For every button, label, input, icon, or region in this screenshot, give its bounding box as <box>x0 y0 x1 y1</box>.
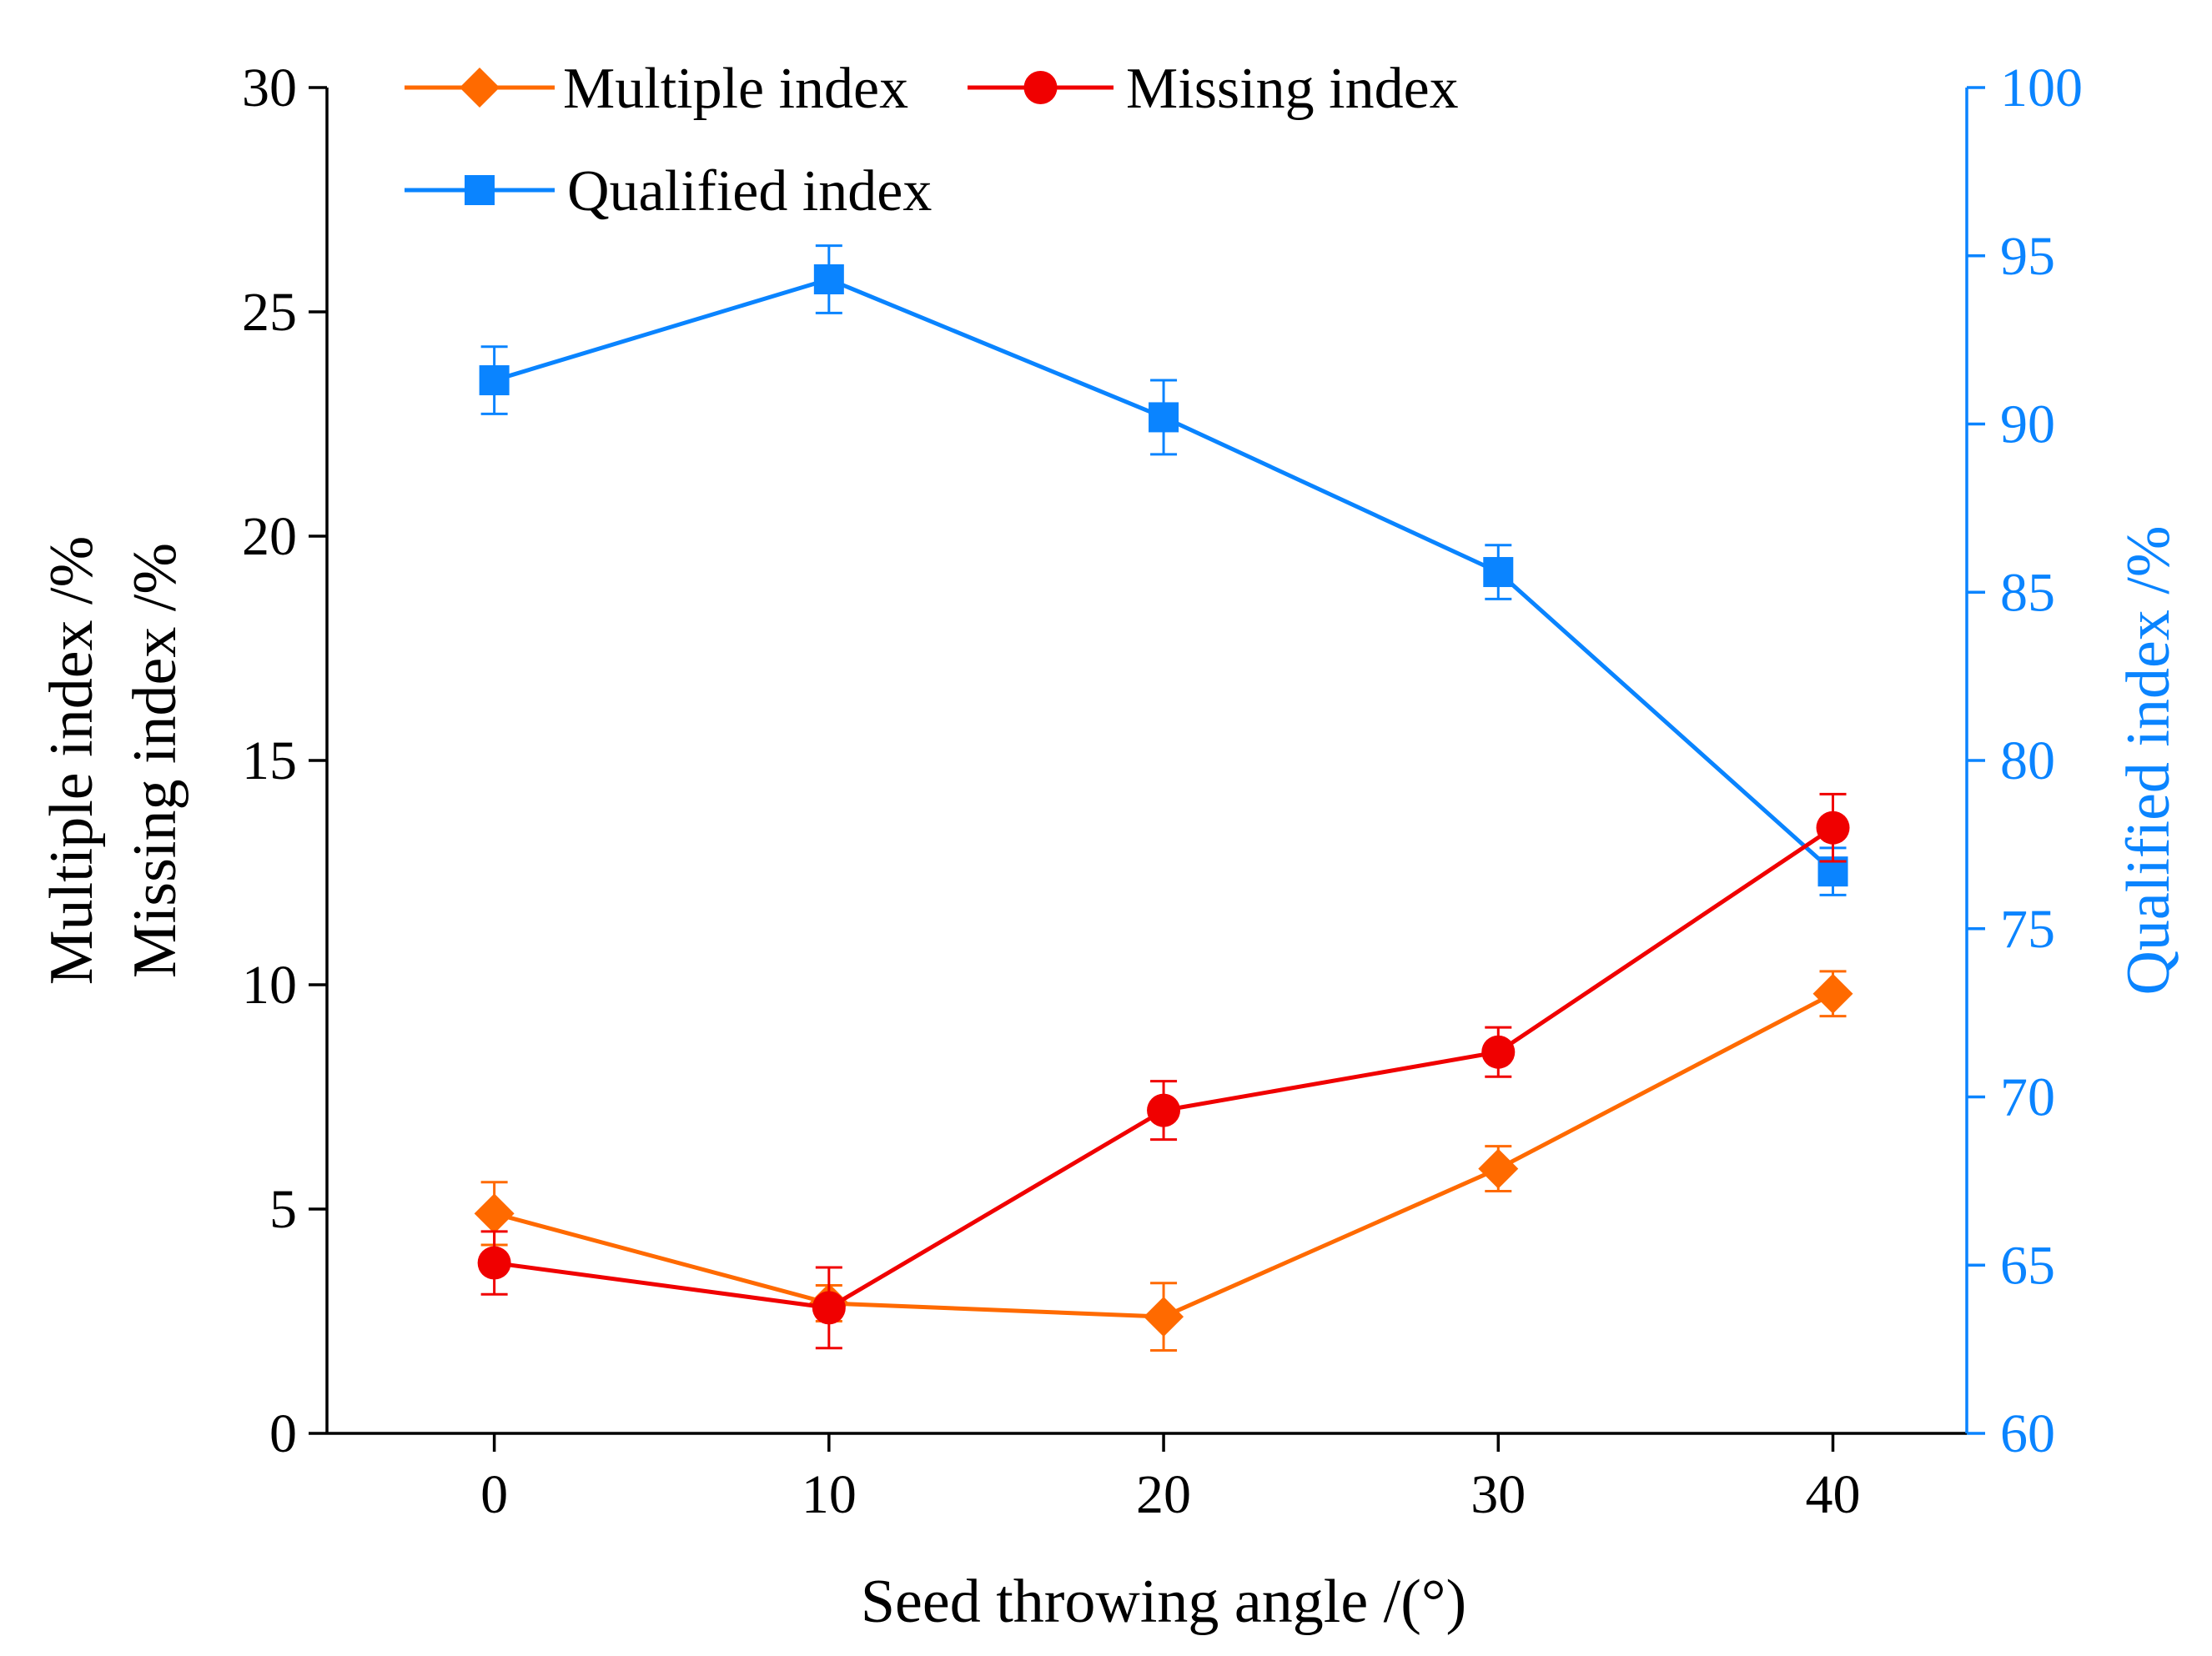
x-tick-label: 0 <box>480 1464 508 1525</box>
x-axis-title: Seed throwing angle /(°) <box>861 1568 1466 1636</box>
series-qualified-index <box>479 244 1848 896</box>
legend-label: Multiple index <box>563 57 908 121</box>
y-axis-title-left-line: Missing index /% <box>121 543 189 978</box>
series-line <box>494 825 1834 1310</box>
legend-label: Qualified index <box>567 159 932 223</box>
x-tick-label: 10 <box>802 1464 857 1525</box>
series-line <box>493 277 1835 874</box>
series-line <box>493 991 1834 1319</box>
data-point <box>1483 557 1514 588</box>
y-tick-label-right: 90 <box>2000 394 2055 455</box>
series-missing-index <box>477 792 1850 1350</box>
data-point <box>1812 973 1853 1014</box>
data-point <box>474 1193 515 1234</box>
data-point <box>812 1291 846 1325</box>
data-point <box>1147 1093 1181 1127</box>
y-tick-label-left: 5 <box>269 1179 297 1240</box>
data-point <box>1478 1148 1519 1189</box>
y-tick-label-left: 15 <box>242 730 297 791</box>
legend-item: Missing index <box>968 57 1459 121</box>
data-point <box>1144 1297 1184 1337</box>
y-tick-label-left: 25 <box>242 282 297 343</box>
series-multiple-index <box>474 970 1853 1352</box>
data-point <box>813 263 844 294</box>
x-tick-label: 30 <box>1470 1464 1526 1525</box>
y-tick-label-right: 70 <box>2000 1067 2055 1128</box>
y-tick-label-right: 95 <box>2000 226 2055 287</box>
x-tick-label: 40 <box>1806 1464 1861 1525</box>
data-point <box>1149 402 1179 433</box>
legend-marker <box>465 175 495 205</box>
y-axis-title-right: Qualified index /% <box>2114 525 2183 995</box>
y-tick-label-right: 100 <box>2000 58 2083 118</box>
data-point <box>1481 1035 1516 1069</box>
data-point <box>477 1246 511 1280</box>
y-tick-label-left: 20 <box>242 506 297 567</box>
y-tick-label-left: 30 <box>242 58 297 118</box>
series-layer <box>474 244 1853 1352</box>
y-tick-label-right: 85 <box>2000 562 2055 623</box>
y-tick-label-left: 10 <box>242 955 297 1016</box>
legend-item: Multiple index <box>405 57 908 121</box>
y-tick-label-right: 80 <box>2000 730 2055 791</box>
legend: Multiple index Missing index Qualified ind… <box>405 57 1459 223</box>
y-tick-label-right: 60 <box>2000 1403 2055 1464</box>
data-point <box>1816 810 1850 845</box>
data-point <box>479 365 510 396</box>
y-tick-label-right: 75 <box>2000 899 2055 960</box>
legend-item: Qualified index <box>405 159 932 223</box>
axes: 0 10 20 30 40 0 5 10 15 20 25 30 60 65 70 75 80 85 90 95 100… <box>38 58 2183 1636</box>
x-tick-label: 20 <box>1136 1464 1191 1525</box>
legend-marker <box>460 68 500 108</box>
legend-label: Missing index <box>1126 57 1459 121</box>
y-tick-label-right: 65 <box>2000 1235 2055 1296</box>
legend-marker <box>1023 71 1058 104</box>
y-axis-title-left-line: Multiple index /% <box>38 536 106 986</box>
y-tick-label-left: 0 <box>269 1403 297 1464</box>
